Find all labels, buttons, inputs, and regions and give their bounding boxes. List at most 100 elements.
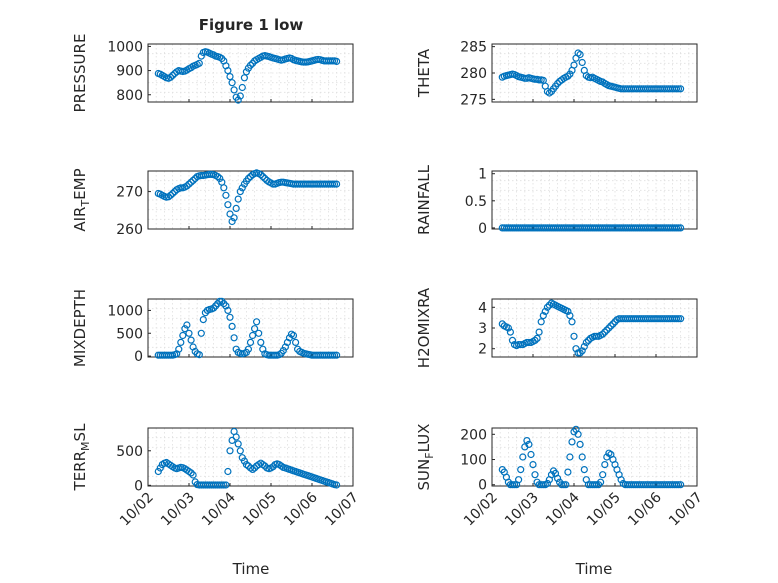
data-point xyxy=(601,328,609,336)
data-point xyxy=(519,453,527,461)
x-axis-label-left: Time xyxy=(232,560,270,578)
y-tick-label: 260 xyxy=(116,222,143,238)
data-point xyxy=(224,306,232,314)
axes-box xyxy=(147,170,354,230)
data-point xyxy=(222,191,230,199)
data-point xyxy=(220,184,228,192)
x-tick-label: 10/07 xyxy=(322,490,362,530)
x-tick-label: 10/05 xyxy=(584,490,624,530)
data-point xyxy=(228,79,236,87)
data-point xyxy=(674,315,683,323)
x-tick-label: 10/04 xyxy=(543,489,583,529)
data-point xyxy=(226,313,234,321)
subplot-pressure: 800 900 1000 PRESSURE xyxy=(71,34,354,112)
data-point xyxy=(527,450,535,459)
data-point xyxy=(244,462,252,470)
data-point xyxy=(292,338,300,346)
data-point xyxy=(187,336,195,344)
data-point xyxy=(169,189,177,198)
data-point xyxy=(539,481,547,489)
data-point xyxy=(333,180,341,188)
data-point xyxy=(676,85,685,93)
data-point xyxy=(504,324,512,332)
y-tick-label: 0 xyxy=(134,478,143,494)
data-point xyxy=(238,83,246,92)
y-tick-label: 270 xyxy=(116,185,143,201)
y-tick-label: 0 xyxy=(134,349,143,365)
data-point xyxy=(226,210,234,218)
x-tick-label: 10/06 xyxy=(625,489,665,529)
data-series xyxy=(154,427,341,489)
data-point xyxy=(226,447,234,455)
data-point xyxy=(531,336,539,344)
data-point xyxy=(330,180,339,188)
x-tick-label: 10/07 xyxy=(666,490,706,530)
data-point xyxy=(676,315,685,323)
data-point xyxy=(230,86,238,94)
grid-lines xyxy=(491,298,698,358)
y-axis-label: MIXDEPTH xyxy=(71,289,89,367)
data-point xyxy=(228,217,236,226)
data-point xyxy=(553,474,562,482)
x-tick-label: 10/02 xyxy=(461,490,501,530)
y-tick-label: 285 xyxy=(460,40,487,56)
data-point xyxy=(238,184,246,192)
axes-box xyxy=(147,427,354,487)
data-point xyxy=(617,476,625,484)
data-point xyxy=(574,430,582,438)
data-point xyxy=(242,68,250,76)
data-point xyxy=(279,347,287,355)
subplot-sun-flux: 10/02 10/03 10/04 10/05 10/06 10/07 0 100 200 SUN… xyxy=(415,424,706,530)
data-point xyxy=(566,312,574,320)
x-tick-label: 10/04 xyxy=(199,489,239,529)
data-point xyxy=(240,457,248,465)
grid-lines xyxy=(491,170,698,230)
data-point xyxy=(574,349,582,357)
data-point xyxy=(562,481,570,489)
axes-box xyxy=(491,43,698,103)
data-point xyxy=(537,318,545,326)
data-series xyxy=(498,425,685,489)
data-point xyxy=(214,173,222,181)
data-point xyxy=(672,224,681,232)
x-tick-label: 10/05 xyxy=(240,490,280,530)
data-point xyxy=(236,92,244,100)
data-point xyxy=(674,224,683,232)
data-point xyxy=(508,336,517,344)
data-point xyxy=(578,347,586,355)
data-point xyxy=(244,174,252,183)
data-point xyxy=(599,330,607,338)
data-series xyxy=(154,297,341,359)
data-point xyxy=(508,481,517,489)
data-point xyxy=(674,481,683,489)
data-point xyxy=(187,178,195,186)
data-point xyxy=(533,334,541,342)
subplot-terr-msl: 10/02 10/03 10/04 10/05 10/06 10/07 0 500 TERRMS… xyxy=(71,423,362,529)
data-point xyxy=(230,334,238,342)
data-point xyxy=(197,329,205,337)
data-point xyxy=(570,332,578,340)
x-axis-label-right: Time xyxy=(575,560,613,578)
data-point xyxy=(185,329,193,337)
data-point xyxy=(672,481,681,489)
data-point xyxy=(560,481,568,489)
data-point xyxy=(169,71,177,80)
grid-lines xyxy=(147,43,354,103)
data-point xyxy=(609,320,617,328)
data-point xyxy=(603,326,611,334)
y-tick-label: 500 xyxy=(116,326,143,342)
y-tick-label: 1000 xyxy=(107,303,143,319)
data-point xyxy=(249,331,257,340)
data-series xyxy=(498,224,685,232)
data-point xyxy=(568,318,576,326)
data-point xyxy=(541,307,549,315)
y-tick-label: 1000 xyxy=(107,39,143,55)
y-tick-label: 0.5 xyxy=(465,194,487,210)
data-point xyxy=(535,328,543,336)
grid-lines xyxy=(147,298,354,358)
subplot-air-temp: 260 270 AIRTEMP xyxy=(71,168,354,238)
y-tick-label: 200 xyxy=(460,427,487,443)
data-point xyxy=(181,325,189,333)
data-point xyxy=(185,180,193,188)
data-point xyxy=(179,331,187,340)
